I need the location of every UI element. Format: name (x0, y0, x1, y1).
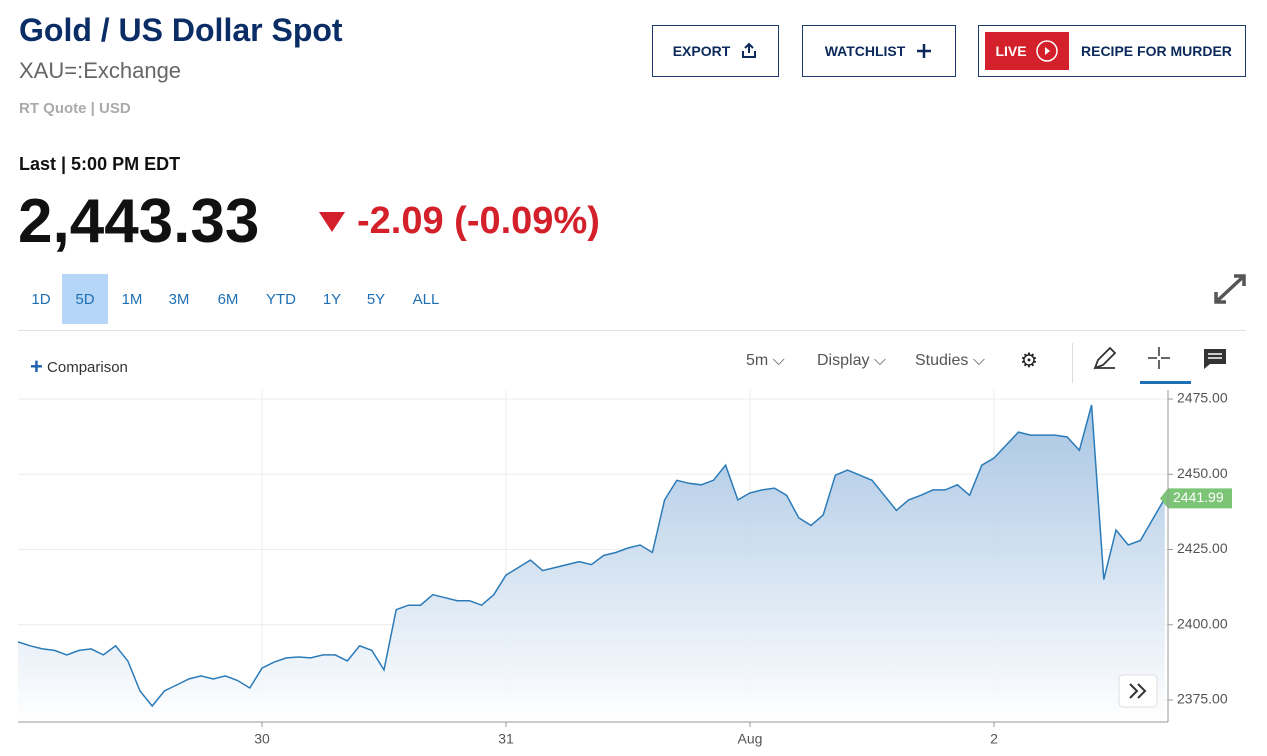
range-button[interactable]: 3M (168, 290, 190, 308)
interval-button[interactable]: 5m ⌵ (746, 352, 785, 369)
range-button[interactable]: YTD (266, 290, 296, 308)
studies-button[interactable]: Studies ⌵ (915, 352, 985, 369)
range-button[interactable]: 1D (31, 290, 51, 308)
x-tick-label: Aug (738, 731, 763, 747)
expand-icon[interactable] (1212, 272, 1248, 306)
play-icon (1035, 40, 1058, 62)
settings-button[interactable]: ⚙ (1020, 350, 1038, 372)
plus-icon (917, 44, 932, 58)
down-arrow (319, 212, 345, 232)
price: 2,443.33 (18, 187, 260, 256)
comparison-button[interactable]: + Comparison (30, 354, 128, 379)
y-tick-label: 2475.00 (1177, 390, 1228, 406)
range-button[interactable]: 5Y (366, 290, 386, 308)
range-button[interactable]: 6M (217, 290, 239, 308)
area-fill (18, 405, 1165, 722)
draw-icon[interactable] (1092, 345, 1118, 371)
export-label: EXPORT (672, 43, 731, 59)
interval-label: 5m (746, 352, 769, 369)
export-button[interactable]: EXPORT (652, 25, 779, 77)
watchlist-button[interactable]: WATCHLIST (802, 25, 956, 77)
price-line (17, 404, 1166, 708)
range-button[interactable]: 1M (121, 290, 143, 308)
export-icon (742, 42, 757, 58)
live-label: LIVE (995, 43, 1027, 59)
scroll-icon (1129, 683, 1147, 699)
display-button[interactable]: Display ⌵ (817, 352, 887, 369)
change: -2.09 (-0.09%) (357, 200, 600, 242)
range-button[interactable]: 1Y (322, 290, 342, 308)
x-tick-label: 2 (990, 731, 998, 747)
symbol: XAU=:Exchange (19, 58, 182, 83)
y-tick-label: 2425.00 (1177, 540, 1228, 556)
x-tick-label: 31 (498, 731, 514, 747)
tool-divider (1072, 343, 1073, 383)
last-value-label: 2441.99 (1173, 489, 1224, 505)
live-button[interactable]: LIVE RECIPE FOR MURDER (978, 25, 1246, 77)
studies-label: Studies (915, 352, 969, 369)
x-tick-label: 30 (254, 731, 270, 747)
comparison-label: Comparison (47, 359, 128, 376)
watchlist-label: WATCHLIST (824, 43, 906, 59)
crosshair-icon[interactable] (1146, 345, 1172, 371)
tool-active (1140, 381, 1191, 384)
last-label: Last | 5:00 PM EDT (19, 154, 181, 174)
divider (18, 330, 1246, 331)
y-tick-label: 2400.00 (1177, 615, 1228, 631)
range-button[interactable]: 5D (62, 274, 108, 324)
last-value-tag (1160, 488, 1232, 509)
live-badge: LIVE (985, 32, 1069, 70)
title: Gold / US Dollar Spot (19, 12, 343, 48)
y-tick-label: 2375.00 (1177, 691, 1228, 707)
display-label: Display (817, 352, 870, 369)
range-button[interactable]: ALL (412, 290, 440, 308)
live-show: RECIPE FOR MURDER (1081, 43, 1232, 59)
y-tick-label: 2450.00 (1177, 465, 1228, 481)
quote-info: RT Quote | USD (19, 100, 131, 117)
comment-icon[interactable] (1202, 347, 1228, 371)
